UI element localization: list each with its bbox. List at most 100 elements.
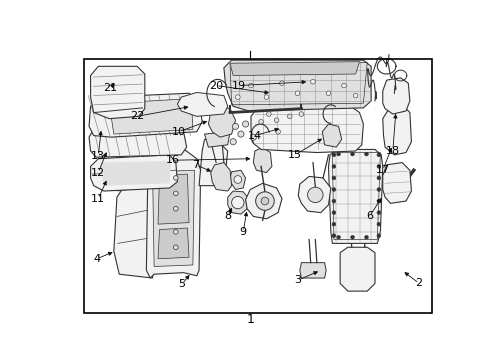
Polygon shape bbox=[100, 161, 171, 186]
Circle shape bbox=[231, 197, 244, 209]
Circle shape bbox=[376, 153, 380, 157]
Circle shape bbox=[173, 206, 178, 211]
Circle shape bbox=[261, 197, 268, 205]
Circle shape bbox=[331, 199, 335, 203]
Text: 20: 20 bbox=[209, 81, 223, 91]
Polygon shape bbox=[382, 163, 410, 203]
Circle shape bbox=[336, 152, 340, 156]
Circle shape bbox=[274, 118, 278, 122]
Circle shape bbox=[350, 235, 354, 239]
Polygon shape bbox=[129, 143, 152, 170]
Polygon shape bbox=[229, 170, 245, 189]
Circle shape bbox=[376, 176, 380, 180]
Polygon shape bbox=[114, 159, 160, 278]
Circle shape bbox=[287, 114, 291, 119]
Polygon shape bbox=[109, 99, 192, 134]
Polygon shape bbox=[146, 147, 200, 278]
Polygon shape bbox=[89, 93, 202, 137]
Circle shape bbox=[352, 93, 357, 98]
Polygon shape bbox=[328, 149, 382, 243]
Polygon shape bbox=[227, 191, 248, 214]
Circle shape bbox=[364, 235, 367, 239]
Text: 21: 21 bbox=[102, 83, 117, 93]
Polygon shape bbox=[210, 163, 231, 191]
Polygon shape bbox=[224, 60, 370, 111]
Circle shape bbox=[233, 176, 241, 183]
Polygon shape bbox=[152, 170, 194, 266]
Text: 22: 22 bbox=[130, 111, 144, 121]
Circle shape bbox=[331, 222, 335, 226]
Circle shape bbox=[331, 176, 335, 180]
Circle shape bbox=[325, 91, 330, 95]
Text: 10: 10 bbox=[172, 127, 185, 137]
Text: 15: 15 bbox=[287, 150, 302, 160]
Circle shape bbox=[299, 112, 303, 116]
Circle shape bbox=[173, 245, 178, 249]
Circle shape bbox=[331, 234, 335, 238]
Text: 8: 8 bbox=[224, 211, 231, 221]
Polygon shape bbox=[204, 132, 230, 147]
Circle shape bbox=[266, 112, 270, 116]
Circle shape bbox=[255, 192, 274, 210]
Circle shape bbox=[331, 165, 335, 168]
Circle shape bbox=[258, 120, 263, 124]
Circle shape bbox=[331, 188, 335, 192]
Polygon shape bbox=[250, 103, 363, 153]
Circle shape bbox=[307, 187, 323, 203]
Text: 7: 7 bbox=[192, 160, 199, 170]
Text: 11: 11 bbox=[91, 194, 105, 204]
Polygon shape bbox=[158, 228, 189, 259]
Circle shape bbox=[248, 83, 253, 88]
Circle shape bbox=[364, 152, 367, 156]
Polygon shape bbox=[382, 78, 409, 114]
Polygon shape bbox=[90, 66, 144, 119]
Polygon shape bbox=[90, 155, 177, 191]
Text: 4: 4 bbox=[93, 254, 100, 264]
Text: 16: 16 bbox=[165, 155, 180, 165]
Text: 13: 13 bbox=[91, 150, 105, 161]
Circle shape bbox=[242, 121, 248, 127]
Polygon shape bbox=[340, 247, 374, 291]
Circle shape bbox=[173, 230, 178, 234]
Polygon shape bbox=[208, 106, 235, 137]
Circle shape bbox=[173, 191, 178, 195]
Circle shape bbox=[376, 188, 380, 192]
Polygon shape bbox=[230, 62, 359, 76]
Text: 14: 14 bbox=[247, 131, 262, 141]
Circle shape bbox=[376, 222, 380, 226]
Circle shape bbox=[376, 165, 380, 168]
Polygon shape bbox=[245, 183, 282, 219]
Circle shape bbox=[376, 211, 380, 215]
Polygon shape bbox=[322, 124, 341, 147]
Circle shape bbox=[230, 139, 236, 145]
Polygon shape bbox=[298, 176, 330, 213]
Circle shape bbox=[232, 123, 238, 130]
Circle shape bbox=[331, 211, 335, 215]
Circle shape bbox=[295, 91, 299, 95]
Circle shape bbox=[235, 95, 240, 99]
Polygon shape bbox=[199, 139, 227, 186]
Circle shape bbox=[173, 176, 178, 180]
Circle shape bbox=[275, 130, 280, 134]
Text: 3: 3 bbox=[293, 275, 301, 285]
Circle shape bbox=[350, 152, 354, 156]
Text: 18: 18 bbox=[385, 146, 399, 156]
Circle shape bbox=[250, 134, 256, 140]
Polygon shape bbox=[299, 263, 325, 278]
Text: 12: 12 bbox=[91, 167, 105, 177]
Text: 1: 1 bbox=[246, 313, 254, 326]
Polygon shape bbox=[382, 105, 410, 155]
Circle shape bbox=[264, 95, 268, 99]
Circle shape bbox=[237, 131, 244, 137]
Text: 6: 6 bbox=[366, 211, 372, 221]
Text: 19: 19 bbox=[232, 81, 246, 91]
Text: 17: 17 bbox=[375, 165, 389, 175]
Polygon shape bbox=[177, 93, 227, 116]
Text: 2: 2 bbox=[415, 278, 422, 288]
Text: 9: 9 bbox=[239, 227, 246, 237]
Polygon shape bbox=[89, 126, 186, 157]
Circle shape bbox=[341, 83, 346, 88]
Circle shape bbox=[331, 153, 335, 157]
Circle shape bbox=[279, 81, 284, 86]
Circle shape bbox=[376, 199, 380, 203]
